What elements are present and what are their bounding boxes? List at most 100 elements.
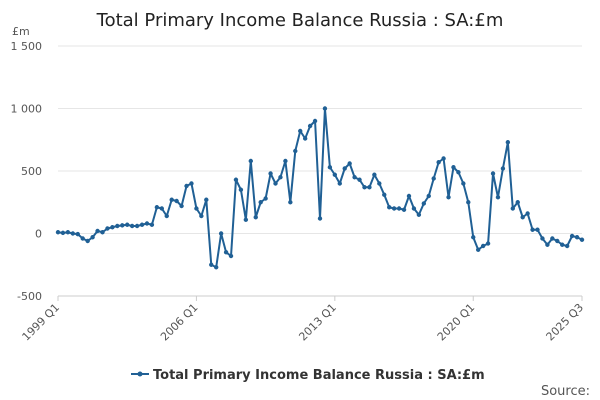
data-point xyxy=(263,196,268,201)
data-point xyxy=(569,233,575,239)
data-point xyxy=(456,170,461,175)
data-point xyxy=(505,140,511,145)
y-tick-label: 1 500 xyxy=(11,40,43,53)
data-point xyxy=(65,230,71,235)
data-point xyxy=(228,253,234,259)
data-point xyxy=(199,213,204,219)
data-point xyxy=(367,185,372,190)
legend-marker-icon xyxy=(137,371,143,377)
data-point xyxy=(337,181,342,186)
data-point xyxy=(144,221,150,226)
data-point xyxy=(70,231,76,236)
series-line xyxy=(57,107,583,269)
data-point xyxy=(55,230,61,235)
y-tick-label: 1 000 xyxy=(11,103,43,116)
data-point xyxy=(525,211,530,216)
y-tick-label: 0 xyxy=(35,228,42,241)
data-point xyxy=(154,205,160,210)
x-tick-label: 2020 Q1 xyxy=(435,301,478,344)
data-point xyxy=(268,171,273,176)
data-point xyxy=(293,148,298,154)
data-point xyxy=(352,175,357,180)
data-point xyxy=(475,247,481,252)
data-point xyxy=(372,172,377,177)
data-point xyxy=(490,171,496,176)
data-point xyxy=(401,207,407,212)
data-point xyxy=(204,197,209,202)
data-point xyxy=(169,197,174,202)
data-point xyxy=(411,206,417,211)
data-point xyxy=(441,156,446,161)
data-point xyxy=(495,195,501,200)
data-point xyxy=(480,243,486,249)
data-point xyxy=(510,206,515,211)
data-point xyxy=(273,181,278,186)
data-point xyxy=(550,236,555,241)
data-point xyxy=(134,223,140,229)
data-point xyxy=(362,185,367,190)
data-point xyxy=(564,243,570,249)
data-point xyxy=(75,231,80,237)
data-point xyxy=(213,265,219,270)
data-point xyxy=(357,177,362,182)
data-point xyxy=(164,213,169,219)
data-point xyxy=(377,181,382,186)
data-point xyxy=(317,216,323,221)
data-point xyxy=(530,227,535,232)
data-point xyxy=(258,200,263,205)
x-tick-label: 1999 Q1 xyxy=(20,301,63,344)
data-point xyxy=(515,200,520,205)
data-point xyxy=(209,262,214,267)
data-point xyxy=(238,187,244,192)
data-point xyxy=(431,176,436,181)
legend-label: Total Primary Income Balance Russia : SA… xyxy=(153,368,485,383)
source-label: Source: xyxy=(541,384,590,399)
data-point xyxy=(540,236,545,241)
x-tick-label: 2025 Q3 xyxy=(544,301,587,344)
data-point xyxy=(307,123,313,129)
data-point xyxy=(105,226,110,231)
data-point xyxy=(288,200,293,205)
data-point xyxy=(391,206,397,211)
data-point xyxy=(520,215,525,220)
data-point xyxy=(560,242,565,247)
data-point xyxy=(233,177,239,182)
data-point xyxy=(243,217,249,222)
data-point xyxy=(115,223,120,229)
data-point xyxy=(466,200,471,205)
data-point xyxy=(60,230,66,236)
data-point xyxy=(95,228,100,234)
data-point xyxy=(436,160,441,165)
data-point xyxy=(298,128,303,134)
data-point xyxy=(535,227,540,232)
data-point xyxy=(406,193,412,199)
data-point xyxy=(129,223,135,229)
data-point xyxy=(139,222,145,227)
data-point xyxy=(302,136,308,141)
data-point xyxy=(545,242,550,247)
data-point xyxy=(80,236,85,241)
y-tick-label: 500 xyxy=(21,165,42,178)
data-point xyxy=(485,241,491,246)
data-point xyxy=(446,195,451,200)
data-point xyxy=(500,166,506,171)
data-point xyxy=(149,222,155,227)
data-point xyxy=(451,165,456,170)
data-point xyxy=(332,172,338,177)
data-point xyxy=(223,250,229,255)
data-point xyxy=(248,158,253,164)
data-point xyxy=(574,235,580,240)
data-point xyxy=(461,181,466,186)
data-point xyxy=(396,206,402,211)
chart-title: Total Primary Income Balance Russia : SA… xyxy=(96,10,504,31)
data-point xyxy=(194,206,199,211)
legend[interactable]: Total Primary Income Balance Russia : SA… xyxy=(131,368,485,383)
data-point xyxy=(382,192,387,197)
y-axis-unit-label: £m xyxy=(12,25,30,38)
series-layer xyxy=(55,106,585,270)
data-point xyxy=(421,201,427,206)
y-axis-ticks: -500 0 500 1 000 1 500 xyxy=(11,40,43,303)
data-point xyxy=(189,181,194,186)
data-point xyxy=(416,212,422,217)
data-point xyxy=(218,231,224,236)
